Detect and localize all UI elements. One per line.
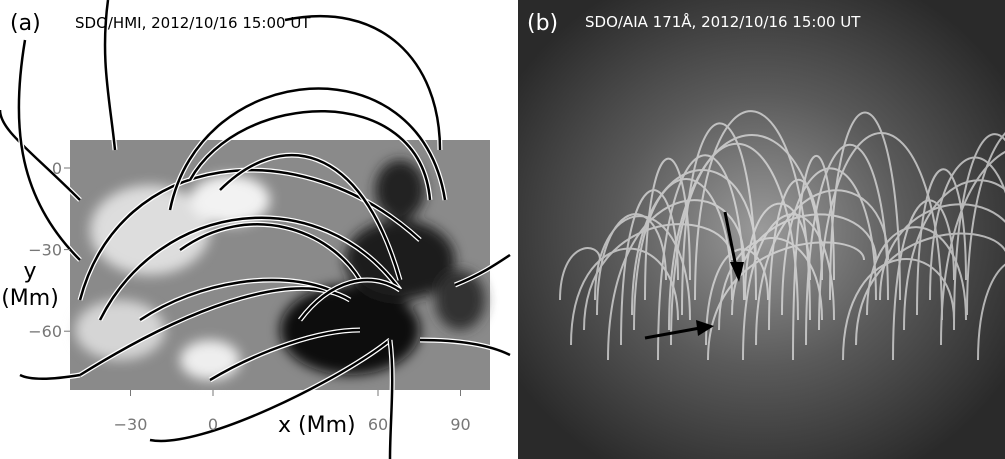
x-tick-label: 60: [368, 415, 388, 434]
panel-title: SDO/AIA 171Å, 2012/10/16 15:00 UT: [585, 12, 861, 31]
panel-title: SDO/HMI, 2012/10/16 15:00 UT: [75, 14, 311, 32]
panel-label: (b): [527, 11, 558, 36]
figure: (a) SDO/HMI, 2012/10/16 15:00 UT x (Mm) …: [0, 0, 1005, 459]
panel-a: (a) SDO/HMI, 2012/10/16 15:00 UT x (Mm) …: [0, 0, 510, 459]
y-tick-label: −30: [28, 241, 62, 260]
x-tick-label: 0: [208, 415, 218, 434]
panel-label: (a): [10, 11, 41, 36]
y-axis-label: y: [23, 259, 36, 284]
y-tick-label: −60: [28, 322, 62, 341]
y-axis-label: (Mm): [1, 286, 59, 311]
x-tick-label: −30: [114, 415, 148, 434]
x-tick-label: 90: [450, 415, 470, 434]
field-line: [0, 110, 80, 200]
x-axis-label: x (Mm): [278, 413, 356, 438]
panel-b: (b) SDO/AIA 171Å, 2012/10/16 15:00 UT: [518, 0, 1005, 459]
y-tick-label: 0: [52, 159, 62, 178]
euv-image: [518, 0, 1005, 459]
